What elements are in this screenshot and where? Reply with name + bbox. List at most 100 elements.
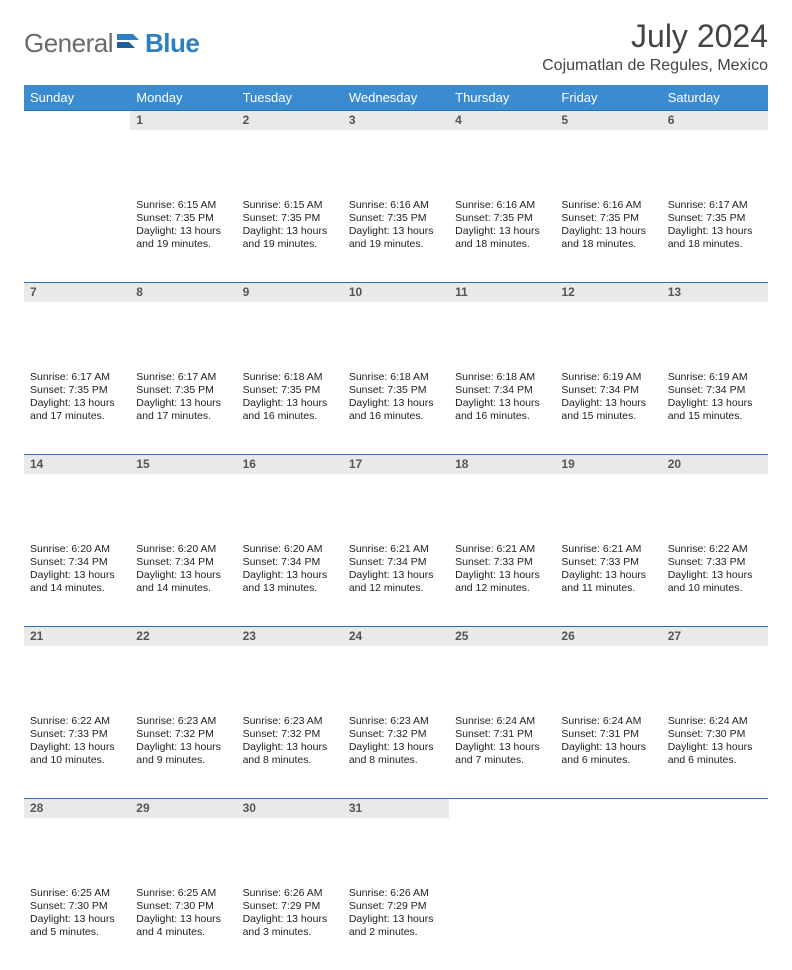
day-cell: Sunrise: 6:16 AMSunset: 7:35 PMDaylight:…	[449, 196, 555, 282]
sunrise-line: Sunrise: 6:25 AM	[136, 887, 230, 900]
sunset-line: Sunset: 7:34 PM	[668, 384, 762, 397]
sunrise-line: Sunrise: 6:22 AM	[30, 715, 124, 728]
daylight-line: Daylight: 13 hours and 5 minutes.	[30, 913, 124, 939]
week-row: Sunrise: 6:17 AMSunset: 7:35 PMDaylight:…	[24, 368, 768, 454]
day-number: 22	[130, 626, 236, 646]
day-number: 14	[24, 454, 130, 474]
sunset-line: Sunset: 7:35 PM	[561, 212, 655, 225]
daynum-row: 123456	[24, 110, 768, 196]
brand-part2: Blue	[145, 28, 199, 58]
daylight-line: Daylight: 13 hours and 12 minutes.	[349, 569, 443, 595]
sunset-line: Sunset: 7:34 PM	[30, 556, 124, 569]
daylight-line: Daylight: 13 hours and 18 minutes.	[455, 225, 549, 251]
day-number: 11	[449, 282, 555, 302]
sunrise-line: Sunrise: 6:17 AM	[668, 199, 762, 212]
sunset-line: Sunset: 7:33 PM	[561, 556, 655, 569]
daylight-line: Daylight: 13 hours and 10 minutes.	[30, 741, 124, 767]
daynum-row: 21222324252627	[24, 626, 768, 712]
day-number: 7	[24, 282, 130, 302]
daylight-line: Daylight: 13 hours and 4 minutes.	[136, 913, 230, 939]
sunset-line: Sunset: 7:33 PM	[668, 556, 762, 569]
weekday-header: Tuesday	[237, 85, 343, 110]
sunset-line: Sunset: 7:35 PM	[349, 384, 443, 397]
sunrise-line: Sunrise: 6:17 AM	[136, 371, 230, 384]
weekday-header: Monday	[130, 85, 236, 110]
day-cell: Sunrise: 6:18 AMSunset: 7:35 PMDaylight:…	[343, 368, 449, 454]
daylight-line: Daylight: 13 hours and 12 minutes.	[455, 569, 549, 595]
day-cell	[662, 884, 768, 970]
daylight-line: Daylight: 13 hours and 6 minutes.	[561, 741, 655, 767]
sunset-line: Sunset: 7:35 PM	[30, 384, 124, 397]
sunrise-line: Sunrise: 6:15 AM	[136, 199, 230, 212]
day-cell: Sunrise: 6:20 AMSunset: 7:34 PMDaylight:…	[130, 540, 236, 626]
day-cell: Sunrise: 6:20 AMSunset: 7:34 PMDaylight:…	[24, 540, 130, 626]
day-cell: Sunrise: 6:23 AMSunset: 7:32 PMDaylight:…	[130, 712, 236, 798]
daylight-line: Daylight: 13 hours and 14 minutes.	[136, 569, 230, 595]
sunset-line: Sunset: 7:29 PM	[349, 900, 443, 913]
page-subtitle: Cojumatlan de Regules, Mexico	[542, 57, 768, 75]
sunrise-line: Sunrise: 6:23 AM	[243, 715, 337, 728]
day-number: 9	[237, 282, 343, 302]
day-cell: Sunrise: 6:17 AMSunset: 7:35 PMDaylight:…	[24, 368, 130, 454]
day-number: 31	[343, 798, 449, 818]
day-cell: Sunrise: 6:21 AMSunset: 7:33 PMDaylight:…	[555, 540, 661, 626]
daylight-line: Daylight: 13 hours and 6 minutes.	[668, 741, 762, 767]
day-number: 23	[237, 626, 343, 646]
day-cell: Sunrise: 6:18 AMSunset: 7:34 PMDaylight:…	[449, 368, 555, 454]
daylight-line: Daylight: 13 hours and 14 minutes.	[30, 569, 124, 595]
sunrise-line: Sunrise: 6:24 AM	[668, 715, 762, 728]
daylight-line: Daylight: 13 hours and 17 minutes.	[30, 397, 124, 423]
sunrise-line: Sunrise: 6:25 AM	[30, 887, 124, 900]
day-number: 17	[343, 454, 449, 474]
flag-icon	[117, 31, 143, 56]
sunset-line: Sunset: 7:35 PM	[243, 212, 337, 225]
sunset-line: Sunset: 7:35 PM	[136, 384, 230, 397]
daylight-line: Daylight: 13 hours and 9 minutes.	[136, 741, 230, 767]
day-cell: Sunrise: 6:21 AMSunset: 7:33 PMDaylight:…	[449, 540, 555, 626]
sunrise-line: Sunrise: 6:22 AM	[668, 543, 762, 556]
day-cell: Sunrise: 6:20 AMSunset: 7:34 PMDaylight:…	[237, 540, 343, 626]
weekday-header: Thursday	[449, 85, 555, 110]
day-number: 10	[343, 282, 449, 302]
daylight-line: Daylight: 13 hours and 17 minutes.	[136, 397, 230, 423]
day-number	[24, 110, 130, 115]
daylight-line: Daylight: 13 hours and 10 minutes.	[668, 569, 762, 595]
sunrise-line: Sunrise: 6:26 AM	[243, 887, 337, 900]
sunrise-line: Sunrise: 6:19 AM	[668, 371, 762, 384]
sunrise-line: Sunrise: 6:19 AM	[561, 371, 655, 384]
sunset-line: Sunset: 7:34 PM	[455, 384, 549, 397]
weekday-header: Sunday	[24, 85, 130, 110]
sunrise-line: Sunrise: 6:18 AM	[455, 371, 549, 384]
sunrise-line: Sunrise: 6:20 AM	[30, 543, 124, 556]
day-number: 26	[555, 626, 661, 646]
day-cell: Sunrise: 6:22 AMSunset: 7:33 PMDaylight:…	[662, 540, 768, 626]
sunset-line: Sunset: 7:33 PM	[30, 728, 124, 741]
sunset-line: Sunset: 7:35 PM	[668, 212, 762, 225]
sunrise-line: Sunrise: 6:26 AM	[349, 887, 443, 900]
daylight-line: Daylight: 13 hours and 8 minutes.	[243, 741, 337, 767]
sunrise-line: Sunrise: 6:23 AM	[349, 715, 443, 728]
day-number: 29	[130, 798, 236, 818]
daylight-line: Daylight: 13 hours and 16 minutes.	[349, 397, 443, 423]
sunrise-line: Sunrise: 6:15 AM	[243, 199, 337, 212]
sunset-line: Sunset: 7:32 PM	[349, 728, 443, 741]
day-number: 16	[237, 454, 343, 474]
day-number: 27	[662, 626, 768, 646]
sunrise-line: Sunrise: 6:18 AM	[349, 371, 443, 384]
day-number: 12	[555, 282, 661, 302]
sunrise-line: Sunrise: 6:23 AM	[136, 715, 230, 728]
day-cell: Sunrise: 6:26 AMSunset: 7:29 PMDaylight:…	[343, 884, 449, 970]
day-cell: Sunrise: 6:19 AMSunset: 7:34 PMDaylight:…	[662, 368, 768, 454]
day-number	[449, 798, 555, 803]
daynum-row: 14151617181920	[24, 454, 768, 540]
sunset-line: Sunset: 7:35 PM	[455, 212, 549, 225]
daylight-line: Daylight: 13 hours and 15 minutes.	[561, 397, 655, 423]
day-cell: Sunrise: 6:17 AMSunset: 7:35 PMDaylight:…	[130, 368, 236, 454]
day-number: 25	[449, 626, 555, 646]
daylight-line: Daylight: 13 hours and 11 minutes.	[561, 569, 655, 595]
day-cell: Sunrise: 6:15 AMSunset: 7:35 PMDaylight:…	[237, 196, 343, 282]
sunset-line: Sunset: 7:35 PM	[349, 212, 443, 225]
day-number: 19	[555, 454, 661, 474]
daylight-line: Daylight: 13 hours and 19 minutes.	[136, 225, 230, 251]
sunset-line: Sunset: 7:34 PM	[136, 556, 230, 569]
